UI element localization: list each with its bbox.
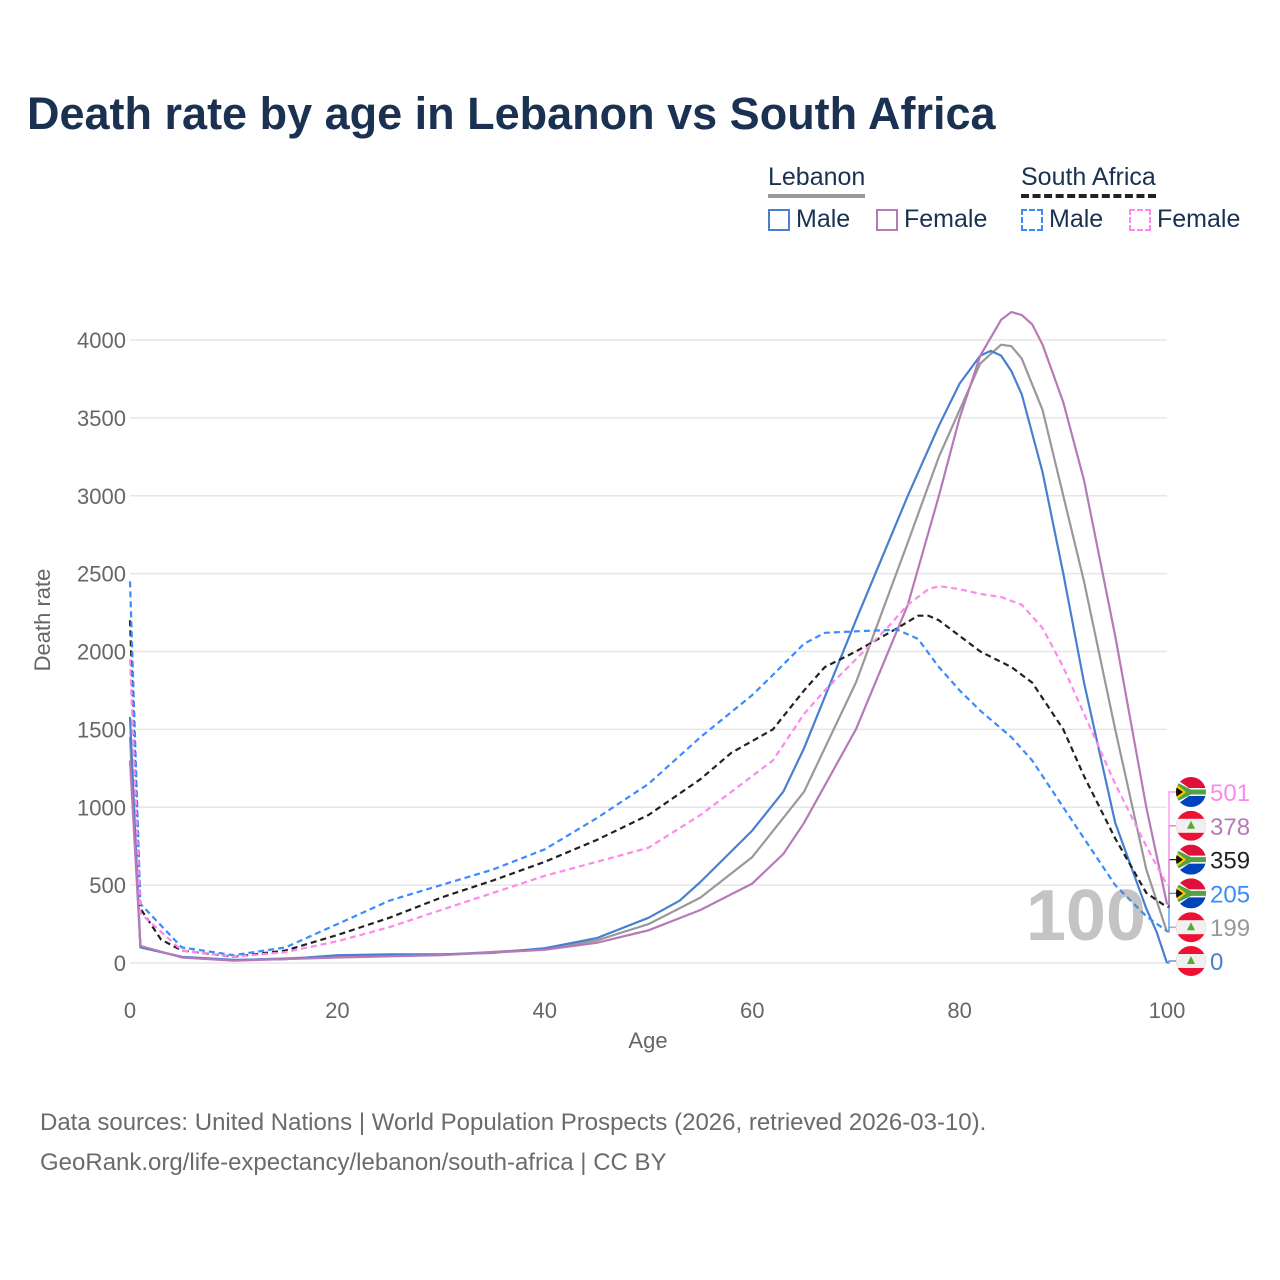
flag-part (1176, 849, 1206, 870)
y-tick-label: 2000 (77, 640, 126, 665)
footer-link[interactable]: GeoRank.org/life-expectancy/lebanon/sout… (40, 1149, 667, 1176)
y-tick-label: 1000 (77, 795, 126, 820)
legend-swatch (876, 208, 898, 231)
legend-label: Female (904, 205, 988, 233)
end-label-connector (1167, 960, 1179, 964)
y-tick-label: 500 (89, 873, 126, 898)
series-line-lebanon-female (128, 310, 1169, 962)
x-tick-label: 100 (1149, 998, 1186, 1023)
x-tick-label: 0 (124, 998, 136, 1023)
y-tick-label: 3000 (77, 484, 126, 509)
end-value-label: 501 (1210, 780, 1250, 807)
end-label-connector (1167, 791, 1179, 886)
end-value-label: 378 (1210, 814, 1250, 841)
legend-lebanon-female[interactable]: Female (876, 205, 987, 234)
flag-part (1176, 883, 1206, 904)
y-axis-label: Death rate (30, 569, 55, 672)
series-line-south-africa-female (128, 585, 1168, 958)
x-axis-label: Age (628, 1028, 667, 1053)
legend-lebanon-male[interactable]: Male (768, 205, 850, 234)
end-value-label: 199 (1210, 915, 1250, 942)
legend-label: Male (796, 205, 851, 233)
cedar (1187, 956, 1195, 964)
flag-part (1176, 854, 1183, 865)
legend-country-south-africa[interactable]: South Africa (1021, 163, 1156, 198)
y-tick-label: 2500 (77, 562, 126, 587)
end-value-label: 359 (1210, 848, 1250, 875)
y-tick-label: 3500 (77, 406, 126, 431)
end-value-label: 205 (1210, 881, 1250, 908)
series-line-south-africa-total (128, 614, 1168, 958)
x-tick-label: 20 (325, 998, 349, 1023)
flag-part (1176, 787, 1183, 797)
x-tick-label: 60 (740, 998, 764, 1023)
chart-title: Death rate by age in Lebanon vs South Af… (27, 88, 996, 139)
south-africa-flag-icon (1176, 844, 1206, 875)
end-value-label: 0 (1210, 949, 1223, 976)
lebanon-flag-icon (1176, 912, 1206, 943)
legend-label: Male (1049, 205, 1104, 233)
lebanon-flag-icon (1176, 946, 1206, 976)
legend-south-africa-female[interactable]: Female (1129, 205, 1240, 234)
legend-label: Female (1157, 205, 1241, 233)
current-age-watermark: 100 (1026, 876, 1146, 956)
series-line-lebanon-male (128, 349, 1169, 964)
series-line-lebanon-total (128, 343, 1169, 962)
south-africa-flag-icon (1176, 777, 1206, 807)
y-tick-label: 0 (114, 951, 126, 976)
legend-country-lebanon[interactable]: Lebanon (768, 163, 866, 198)
series-line-south-africa-male (128, 581, 1168, 957)
legend-swatch (1021, 208, 1043, 231)
cedar (1187, 820, 1195, 829)
footer-sources: Data sources: United Nations | World Pop… (40, 1109, 987, 1136)
x-tick-label: 40 (533, 998, 557, 1023)
end-label-connector (1167, 892, 1179, 932)
legend-south-africa-male[interactable]: Male (1021, 205, 1103, 234)
cedar (1187, 922, 1195, 931)
legend-swatch (1129, 208, 1151, 231)
flag-part (1176, 782, 1206, 802)
south-africa-flag-icon (1176, 878, 1206, 909)
y-tick-label: 4000 (77, 328, 126, 353)
lebanon-flag-icon (1176, 810, 1206, 841)
legend-swatch (768, 208, 790, 231)
flag-part (1176, 888, 1183, 899)
x-tick-label: 80 (947, 998, 971, 1023)
y-tick-label: 1500 (77, 717, 126, 742)
